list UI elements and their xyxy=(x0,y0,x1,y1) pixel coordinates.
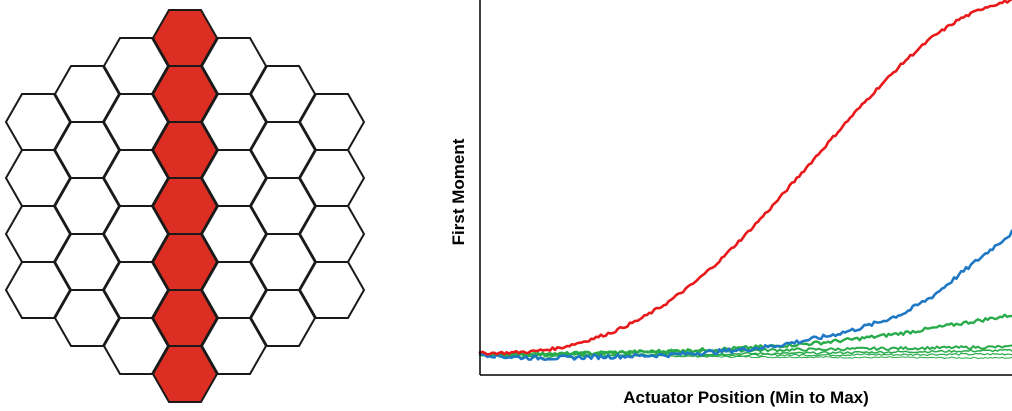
x-axis-title: Actuator Position (Min to Max) xyxy=(623,388,869,407)
y-axis-title: First Moment xyxy=(449,138,468,245)
plot-area xyxy=(478,0,1012,362)
hex-segment-diagram xyxy=(4,9,366,403)
first-moment-chart: First Moment Actuator Position (Min to M… xyxy=(449,0,1012,407)
hex-segment xyxy=(298,261,366,319)
series-line-2 xyxy=(478,229,1012,362)
series-line-3 xyxy=(478,313,1012,358)
series-line-1 xyxy=(478,0,1012,356)
